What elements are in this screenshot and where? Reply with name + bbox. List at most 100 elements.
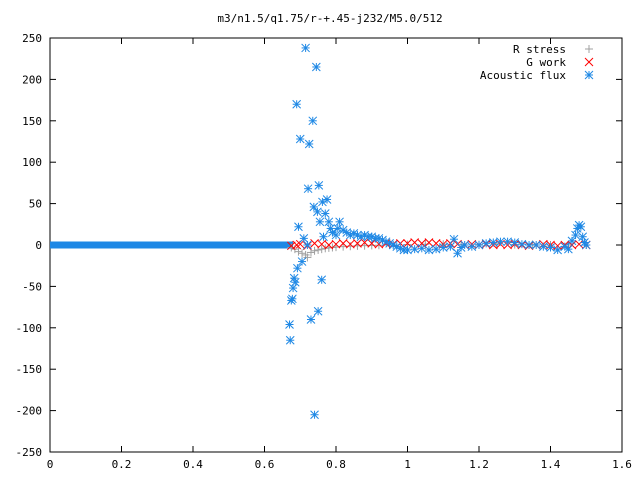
g-work-point — [360, 238, 369, 247]
acoustic-flux-point — [488, 238, 498, 247]
acoustic-flux-point — [292, 99, 302, 109]
y-tick-label: 50 — [29, 198, 42, 211]
legend-label-acoustic-flux: Acoustic flux — [480, 69, 566, 82]
acoustic-flux-point — [333, 224, 343, 233]
x-tick-label: 1.4 — [541, 458, 561, 471]
acoustic-flux-point — [431, 244, 441, 254]
acoustic-flux-point — [304, 139, 314, 149]
acoustic-flux-point — [417, 243, 427, 253]
acoustic-flux-point — [322, 195, 332, 204]
acoustic-flux-point — [290, 277, 300, 287]
g-work-point — [295, 239, 305, 249]
acoustic-flux-point — [446, 242, 455, 252]
acoustic-flux-point — [496, 237, 505, 247]
acoustic-flux-point — [546, 243, 555, 252]
r-stress-point — [303, 253, 312, 262]
r-stress-point — [298, 249, 307, 258]
y-tick-label: -50 — [22, 280, 42, 293]
acoustic-flux-point — [308, 116, 318, 126]
acoustic-flux-point — [531, 240, 541, 250]
legend-marker-acoustic-flux — [584, 70, 594, 80]
g-work-point — [310, 238, 319, 248]
acoustic-flux-point — [295, 134, 305, 144]
acoustic-flux-point — [303, 240, 312, 250]
acoustic-flux-point — [288, 283, 298, 293]
acoustic-flux-point — [538, 242, 548, 252]
acoustic-flux-point — [503, 237, 512, 247]
x-tick-label: 1.6 — [612, 458, 632, 471]
g-work-point — [410, 238, 420, 247]
g-work-point — [424, 238, 434, 247]
x-tick-label: 0.8 — [326, 458, 346, 471]
acoustic-flux-point — [467, 242, 477, 252]
acoustic-flux-point — [449, 234, 459, 244]
acoustic-flux-point — [381, 237, 391, 247]
acoustic-flux-point — [293, 263, 302, 273]
acoustic-flux-point — [299, 234, 309, 243]
acoustic-flux-point — [524, 240, 534, 250]
legend-marker-g-work — [584, 57, 594, 67]
x-tick-label: 0.4 — [183, 458, 203, 471]
r-stress-point — [294, 247, 303, 256]
legend-label-g-work: G work — [526, 56, 566, 69]
g-work-point — [286, 241, 296, 251]
acoustic-flux-point — [388, 240, 398, 250]
acoustic-flux-point — [564, 244, 573, 254]
x-tick-label: 1.2 — [469, 458, 489, 471]
legend-label-r-stress: R stress — [513, 43, 566, 56]
acoustic-flux-point — [481, 238, 491, 248]
y-tick-label: 250 — [22, 32, 42, 45]
g-work-point — [338, 238, 348, 248]
acoustic-flux-point — [315, 217, 325, 227]
g-work-point — [345, 239, 355, 249]
y-tick-label: -250 — [16, 446, 43, 459]
acoustic-flux-point — [335, 217, 344, 227]
r-stress-point — [317, 245, 326, 254]
acoustic-flux-point — [285, 320, 294, 329]
y-tick-label: -150 — [16, 363, 43, 376]
y-tick-label: 100 — [22, 156, 42, 169]
legend-marker-r-stress — [585, 45, 593, 53]
chart-title: m3/n1.5/q1.75/r-+.45-j232/M5.0/512 — [217, 12, 442, 25]
acoustic-flux-point — [581, 240, 591, 250]
x-tick-label: 0 — [47, 458, 54, 471]
g-work-point — [292, 240, 302, 250]
acoustic-flux-point — [567, 236, 577, 246]
acoustic-flux-point — [311, 62, 321, 72]
y-tick-label: 150 — [22, 115, 42, 128]
y-tick-label: 200 — [22, 73, 42, 86]
y-tick-label: 0 — [35, 239, 42, 252]
r-stress-point — [310, 246, 319, 255]
acoustic-flux-point — [403, 245, 412, 255]
x-tick-label: 0.2 — [112, 458, 132, 471]
acoustic-flux-point — [324, 217, 334, 227]
acoustic-flux-point — [288, 294, 297, 304]
acoustic-flux-point — [301, 43, 310, 53]
g-work-point — [403, 238, 412, 248]
acoustic-flux-point — [310, 410, 319, 420]
acoustic-flux-point — [578, 232, 588, 242]
acoustic-flux-point — [460, 240, 470, 250]
acoustic-flux-point — [317, 275, 327, 285]
acoustic-flux-point — [474, 240, 484, 250]
acoustic-flux-point — [294, 222, 303, 232]
g-work-point — [574, 239, 584, 249]
acoustic-flux-point — [438, 243, 448, 252]
acoustic-flux-point — [303, 184, 313, 194]
acoustic-flux-point — [285, 335, 295, 345]
r-stress-point — [346, 242, 355, 251]
g-work-point — [324, 240, 334, 250]
g-work-point — [353, 238, 362, 248]
g-work-point — [331, 239, 341, 249]
acoustic-flux-point — [314, 181, 324, 190]
x-tick-label: 0.6 — [255, 458, 275, 471]
acoustic-flux-point — [319, 232, 328, 242]
g-work-point — [367, 238, 377, 248]
acoustic-flux-zero-band — [50, 241, 294, 249]
acoustic-flux-point — [571, 230, 580, 240]
acoustic-flux-point — [410, 244, 420, 254]
acoustic-flux-point — [313, 207, 322, 217]
acoustic-flux-point — [517, 239, 527, 249]
